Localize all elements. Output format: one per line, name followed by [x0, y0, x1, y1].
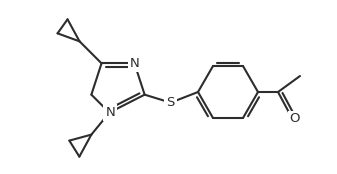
Text: O: O	[290, 113, 300, 125]
Text: N: N	[105, 106, 115, 119]
Text: N: N	[130, 57, 139, 70]
Text: S: S	[166, 96, 175, 109]
